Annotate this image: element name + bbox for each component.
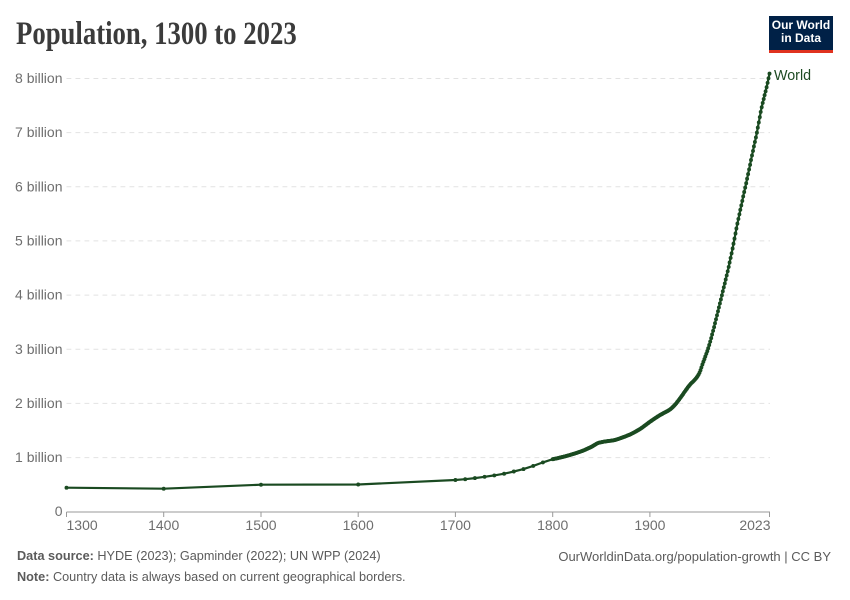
svg-text:2023: 2023 (739, 517, 770, 533)
svg-text:World: World (774, 68, 811, 84)
svg-text:1800: 1800 (537, 517, 568, 533)
svg-text:1600: 1600 (343, 517, 374, 533)
svg-text:3 billion: 3 billion (15, 341, 62, 357)
svg-text:1900: 1900 (634, 517, 665, 533)
svg-text:1700: 1700 (440, 517, 471, 533)
svg-text:1500: 1500 (245, 517, 276, 533)
svg-text:8 billion: 8 billion (15, 70, 62, 86)
svg-text:0: 0 (55, 503, 63, 519)
svg-text:2 billion: 2 billion (15, 395, 62, 411)
svg-text:6 billion: 6 billion (15, 178, 62, 194)
svg-text:4 billion: 4 billion (15, 287, 62, 303)
svg-text:1300: 1300 (67, 517, 98, 533)
svg-text:1400: 1400 (148, 517, 179, 533)
svg-text:7 billion: 7 billion (15, 124, 62, 140)
svg-text:5 billion: 5 billion (15, 232, 62, 248)
svg-text:1 billion: 1 billion (15, 449, 62, 465)
